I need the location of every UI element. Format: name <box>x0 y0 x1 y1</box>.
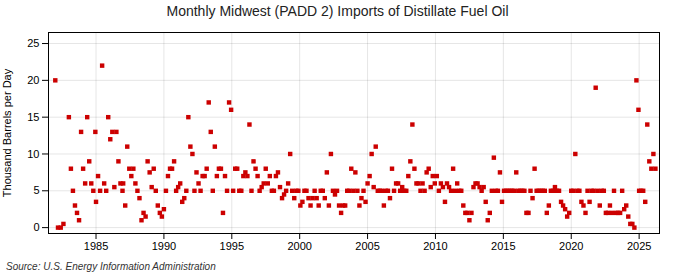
svg-text:1990: 1990 <box>152 240 176 252</box>
svg-text:25: 25 <box>27 37 39 49</box>
svg-text:2005: 2005 <box>355 240 379 252</box>
html-text:Source: U.S. Energy Informatio: Source: U.S. Energy Information Administ… <box>6 261 216 272</box>
svg-text:10: 10 <box>27 148 39 160</box>
html-text:Monthly Midwest (PADD 2) Impor: Monthly Midwest (PADD 2) Imports of Dist… <box>166 3 509 19</box>
svg-text:Thousand Barrels per Day: Thousand Barrels per Day <box>1 68 13 197</box>
svg-text:5: 5 <box>33 184 39 196</box>
svg-text:2000: 2000 <box>287 240 311 252</box>
svg-text:0: 0 <box>33 221 39 233</box>
svg-text:2020: 2020 <box>559 240 583 252</box>
svg-text:20: 20 <box>27 74 39 86</box>
svg-text:2025: 2025 <box>627 240 651 252</box>
svg-text:1985: 1985 <box>84 240 108 252</box>
svg-text:15: 15 <box>27 111 39 123</box>
svg-text:1995: 1995 <box>220 240 244 252</box>
svg-text:2010: 2010 <box>423 240 447 252</box>
svg-text:2015: 2015 <box>491 240 515 252</box>
